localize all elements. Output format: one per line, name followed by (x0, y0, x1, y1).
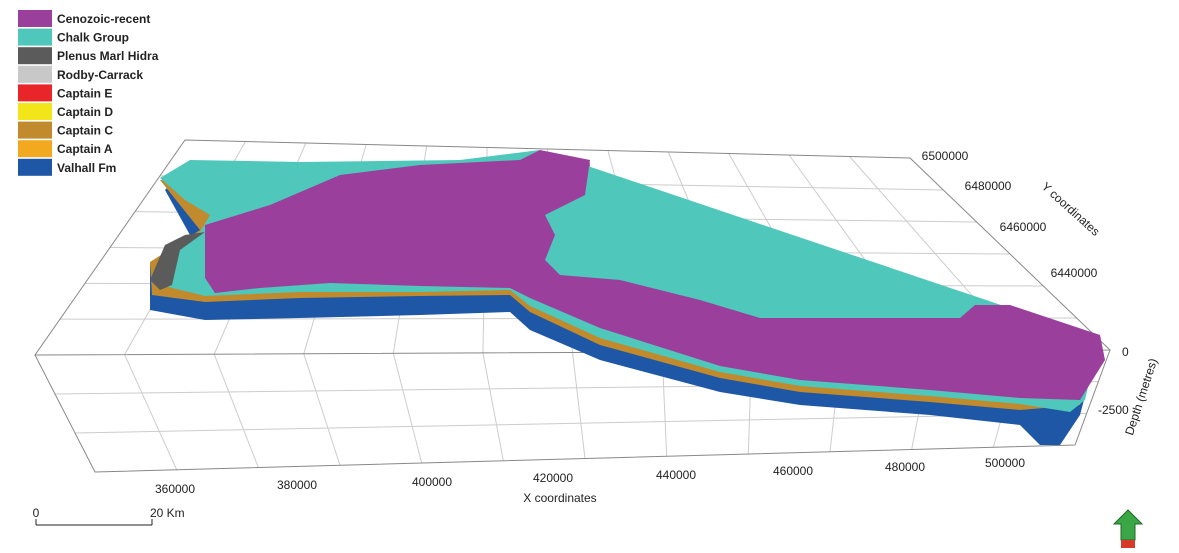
z-tick-label: 0 (1122, 345, 1129, 359)
scale-end: 20 Km (150, 506, 185, 520)
cenozoic-layer (205, 150, 1105, 400)
x-tick-label: 440000 (656, 468, 696, 482)
y-tick-label: 6440000 (1051, 266, 1098, 280)
geological-model (150, 150, 1105, 445)
axis-labels: 360000 380000 400000 420000 440000 460000 4800… (155, 149, 1129, 496)
north-arrow (1112, 509, 1144, 548)
legend-label: Cenozoic-recent (57, 12, 150, 26)
legend-label: Chalk Group (57, 31, 129, 45)
legend-label: Captain E (57, 86, 112, 100)
grid-line (74, 412, 1087, 434)
arrow-base (1121, 540, 1135, 548)
x-tick-label: 500000 (985, 456, 1025, 470)
x-tick-label: 460000 (773, 464, 813, 478)
legend-swatch (18, 28, 52, 46)
z-tick-label: -2500 (1098, 403, 1129, 417)
x-tick-label: 400000 (412, 475, 452, 489)
z-axis-title: Depth (metres) (1122, 357, 1160, 437)
plenus-layer (150, 232, 205, 290)
legend-swatch (18, 103, 52, 120)
y-tick-label: 6480000 (965, 179, 1012, 193)
legend-swatch (18, 47, 52, 65)
box-frame (34, 139, 1112, 473)
legend-swatch (18, 84, 52, 102)
legend: Cenozoic-recent Chalk Group Plenus Marl Hi… (18, 10, 159, 176)
x-tick-label: 480000 (885, 460, 925, 474)
y-axis-title: Y coordinates (1039, 179, 1103, 238)
legend-label: Valhall Fm (57, 161, 116, 175)
y-tick-label: 6460000 (1000, 220, 1047, 234)
y-tick-label: 6500000 (922, 149, 969, 163)
legend-label: Plenus Marl Hidra (57, 49, 159, 63)
legend-swatch (18, 140, 52, 158)
x-tick-label: 360000 (155, 482, 195, 496)
legend-swatch (18, 158, 52, 176)
x-tick-label: 380000 (277, 478, 317, 492)
legend-label: Captain C (57, 124, 113, 138)
x-tick-label: 420000 (533, 471, 573, 485)
front-face (34, 349, 1111, 473)
legend-swatch (18, 121, 52, 139)
legend-swatch (18, 10, 52, 27)
x-axis-title: X coordinates (523, 491, 596, 505)
scale-start: 0 (33, 506, 40, 520)
legend-label: Rodby-Carrack (57, 68, 143, 82)
legend-swatch (18, 65, 52, 83)
arrow (1112, 509, 1144, 541)
legend-label: Captain A (57, 142, 113, 156)
scale-bar: 0 20 Km (33, 506, 185, 526)
legend-label: Captain D (57, 105, 113, 119)
